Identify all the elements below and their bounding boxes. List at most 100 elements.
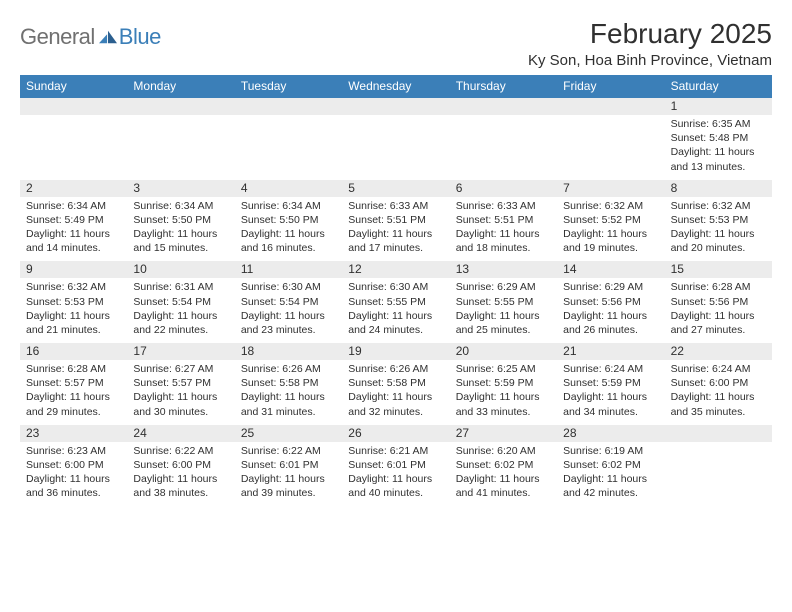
day-cell <box>342 115 449 180</box>
weekday-tuesday: Tuesday <box>235 75 342 98</box>
day-info-line: Daylight: 11 hours <box>563 227 658 241</box>
day-info-line: Sunset: 6:00 PM <box>26 458 121 472</box>
day-info-line: Daylight: 11 hours <box>241 390 336 404</box>
day-number: 5 <box>342 180 449 197</box>
logo: General Blue <box>20 18 161 50</box>
day-info-line: Daylight: 11 hours <box>348 309 443 323</box>
day-info-line: Daylight: 11 hours <box>456 227 551 241</box>
day-cell: Sunrise: 6:21 AMSunset: 6:01 PMDaylight:… <box>342 442 449 507</box>
day-number: 17 <box>127 343 234 360</box>
day-info-line: Sunset: 5:58 PM <box>348 376 443 390</box>
day-info-line: Sunrise: 6:25 AM <box>456 362 551 376</box>
day-cell: Sunrise: 6:29 AMSunset: 5:55 PMDaylight:… <box>450 278 557 343</box>
day-cell <box>20 115 127 180</box>
day-cell: Sunrise: 6:22 AMSunset: 6:00 PMDaylight:… <box>127 442 234 507</box>
day-cell: Sunrise: 6:26 AMSunset: 5:58 PMDaylight:… <box>342 360 449 425</box>
day-info-line: and 18 minutes. <box>456 241 551 255</box>
day-info-line: Sunrise: 6:30 AM <box>241 280 336 294</box>
day-info-line: and 41 minutes. <box>456 486 551 500</box>
day-number: 20 <box>450 343 557 360</box>
day-info-line: Daylight: 11 hours <box>26 472 121 486</box>
day-info-line: Sunset: 5:58 PM <box>241 376 336 390</box>
day-info-line: Sunrise: 6:33 AM <box>348 199 443 213</box>
day-info-line: and 21 minutes. <box>26 323 121 337</box>
day-info-line: Sunset: 5:52 PM <box>563 213 658 227</box>
day-info-line: and 40 minutes. <box>348 486 443 500</box>
day-info-line: and 39 minutes. <box>241 486 336 500</box>
day-cell: Sunrise: 6:25 AMSunset: 5:59 PMDaylight:… <box>450 360 557 425</box>
day-cell: Sunrise: 6:31 AMSunset: 5:54 PMDaylight:… <box>127 278 234 343</box>
day-number: 23 <box>20 425 127 442</box>
daynum-row: 232425262728 <box>20 425 772 442</box>
day-info-line: Sunset: 5:53 PM <box>26 295 121 309</box>
daynum-row: 1 <box>20 98 772 115</box>
day-info-line: Sunrise: 6:22 AM <box>241 444 336 458</box>
day-info-line: Sunrise: 6:29 AM <box>456 280 551 294</box>
day-cell: Sunrise: 6:28 AMSunset: 5:56 PMDaylight:… <box>665 278 772 343</box>
day-info-line: and 14 minutes. <box>26 241 121 255</box>
weeks-container: 1Sunrise: 6:35 AMSunset: 5:48 PMDaylight… <box>20 98 772 506</box>
day-number: 15 <box>665 261 772 278</box>
day-number: 19 <box>342 343 449 360</box>
day-info-line: Daylight: 11 hours <box>671 390 766 404</box>
daynum-row: 16171819202122 <box>20 343 772 360</box>
day-number <box>235 98 342 115</box>
day-info-line: and 33 minutes. <box>456 405 551 419</box>
day-info-line: and 17 minutes. <box>348 241 443 255</box>
day-cell: Sunrise: 6:24 AMSunset: 6:00 PMDaylight:… <box>665 360 772 425</box>
day-number <box>127 98 234 115</box>
day-cell: Sunrise: 6:20 AMSunset: 6:02 PMDaylight:… <box>450 442 557 507</box>
day-cell: Sunrise: 6:19 AMSunset: 6:02 PMDaylight:… <box>557 442 664 507</box>
day-number: 10 <box>127 261 234 278</box>
day-number: 9 <box>20 261 127 278</box>
logo-mark-icon <box>99 30 117 44</box>
day-cell: Sunrise: 6:24 AMSunset: 5:59 PMDaylight:… <box>557 360 664 425</box>
calendar-page: General Blue February 2025 Ky Son, Hoa B… <box>0 0 792 506</box>
day-info-line: Sunset: 6:00 PM <box>133 458 228 472</box>
weekday-header-row: Sunday Monday Tuesday Wednesday Thursday… <box>20 75 772 98</box>
day-number <box>20 98 127 115</box>
day-info-line: Sunset: 5:57 PM <box>26 376 121 390</box>
day-info-line: and 35 minutes. <box>671 405 766 419</box>
day-info-line: Sunrise: 6:29 AM <box>563 280 658 294</box>
day-cell <box>127 115 234 180</box>
day-info-line: Sunset: 5:59 PM <box>456 376 551 390</box>
day-cell: Sunrise: 6:33 AMSunset: 5:51 PMDaylight:… <box>342 197 449 262</box>
day-info-line: Sunset: 5:50 PM <box>241 213 336 227</box>
day-number <box>557 98 664 115</box>
day-info-line: Sunrise: 6:19 AM <box>563 444 658 458</box>
day-info-line: and 27 minutes. <box>671 323 766 337</box>
day-info-line: Sunrise: 6:24 AM <box>671 362 766 376</box>
day-info-line: Daylight: 11 hours <box>133 390 228 404</box>
day-info-line: and 22 minutes. <box>133 323 228 337</box>
weekday-saturday: Saturday <box>665 75 772 98</box>
day-info-line: Daylight: 11 hours <box>241 309 336 323</box>
day-number: 8 <box>665 180 772 197</box>
day-number: 3 <box>127 180 234 197</box>
day-info-line: and 42 minutes. <box>563 486 658 500</box>
day-info-line: and 20 minutes. <box>671 241 766 255</box>
day-info-line: and 38 minutes. <box>133 486 228 500</box>
content-row: Sunrise: 6:34 AMSunset: 5:49 PMDaylight:… <box>20 197 772 262</box>
weekday-thursday: Thursday <box>450 75 557 98</box>
day-info-line: and 26 minutes. <box>563 323 658 337</box>
weekday-sunday: Sunday <box>20 75 127 98</box>
day-number <box>450 98 557 115</box>
day-number: 14 <box>557 261 664 278</box>
day-number: 16 <box>20 343 127 360</box>
day-info-line: Sunset: 5:57 PM <box>133 376 228 390</box>
day-info-line: and 16 minutes. <box>241 241 336 255</box>
day-number: 27 <box>450 425 557 442</box>
day-info-line: Sunset: 5:55 PM <box>348 295 443 309</box>
day-info-line: Sunrise: 6:28 AM <box>671 280 766 294</box>
day-info-line: and 32 minutes. <box>348 405 443 419</box>
day-info-line: and 36 minutes. <box>26 486 121 500</box>
day-info-line: Daylight: 11 hours <box>241 227 336 241</box>
day-info-line: and 15 minutes. <box>133 241 228 255</box>
day-info-line: Daylight: 11 hours <box>456 309 551 323</box>
day-number <box>342 98 449 115</box>
day-info-line: Sunrise: 6:20 AM <box>456 444 551 458</box>
day-info-line: Daylight: 11 hours <box>671 145 766 159</box>
day-number: 4 <box>235 180 342 197</box>
logo-text-blue: Blue <box>119 24 161 50</box>
